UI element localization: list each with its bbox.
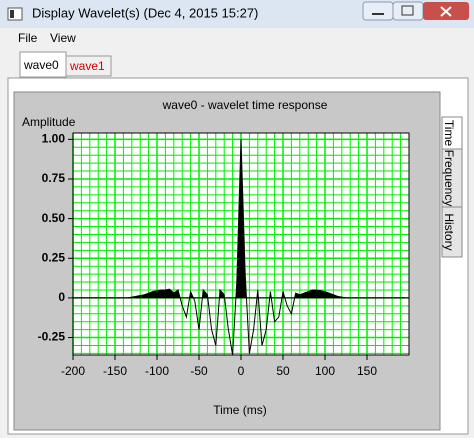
side-tab[interactable] — [441, 206, 463, 258]
plot-frame — [72, 132, 410, 356]
chart-title: wave0 - wavelet time response — [162, 98, 328, 112]
window-title: Display Wavelet(s) (Dec 4, 2015 15:27) — [32, 5, 258, 20]
menu-file[interactable]: File — [18, 31, 38, 45]
maximize-button[interactable] — [392, 1, 424, 21]
y-tick-label: 1.00 — [42, 132, 66, 146]
x-tick-label: -50 — [190, 364, 208, 378]
menu-view[interactable]: View — [50, 31, 76, 45]
side-tab-label[interactable]: History — [442, 213, 456, 250]
app-icon-mark — [10, 10, 14, 18]
x-tick-label: -150 — [103, 364, 127, 378]
x-axis-label: Time (ms) — [213, 403, 267, 417]
y-tick-label: 0.75 — [42, 171, 66, 185]
minimize-button[interactable] — [362, 1, 394, 21]
tab-active[interactable] — [19, 51, 67, 78]
x-tick-label: 0 — [238, 364, 245, 378]
x-tick-label: 100 — [315, 364, 335, 378]
y-tick-label: -0.25 — [38, 330, 66, 344]
side-tab-label[interactable]: Time — [442, 120, 456, 147]
y-axis-label: Amplitude — [22, 115, 76, 129]
tab[interactable] — [65, 55, 112, 77]
x-tick-label: -200 — [61, 364, 85, 378]
series-line — [73, 139, 405, 356]
x-tick-label: 150 — [357, 364, 377, 378]
y-tick-label: 0 — [58, 290, 65, 304]
y-tick-label: 0.25 — [42, 250, 66, 264]
x-tick-label: 50 — [276, 364, 290, 378]
maximize-icon — [401, 5, 414, 16]
y-tick-label: 0.50 — [42, 211, 66, 225]
side-tab-label[interactable]: Frequency — [442, 150, 456, 207]
close-icon — [440, 6, 452, 17]
tab-label[interactable]: wave1 — [69, 59, 105, 73]
x-tick-label: -100 — [145, 364, 169, 378]
tab-label[interactable]: wave0 — [23, 58, 59, 72]
